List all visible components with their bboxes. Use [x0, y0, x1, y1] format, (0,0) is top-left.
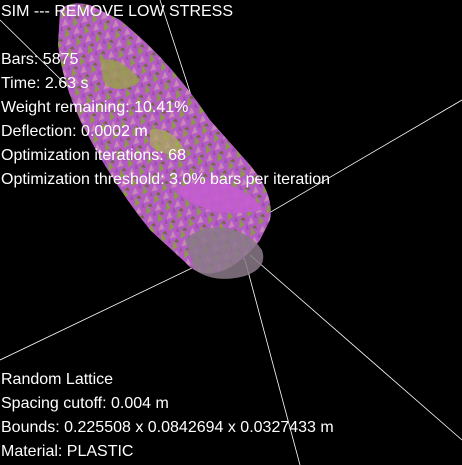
bounds: Bounds: 0.225508 x 0.0842694 x 0.0327433…	[1, 419, 334, 436]
weight-remaining: Weight remaining: 10.41%	[1, 99, 189, 116]
bars-count: Bars: 5875	[1, 51, 79, 68]
lattice-info-overlay: Random Lattice Spacing cutoff: 0.004 m B…	[1, 368, 334, 464]
optimization-iterations: Optimization iterations: 68	[1, 147, 186, 164]
sim-status-overlay: SIM --- REMOVE LOW STRESS Bars: 5875 Tim…	[1, 0, 330, 192]
sim-title: SIM --- REMOVE LOW STRESS	[1, 3, 234, 20]
deflection: Deflection: 0.0002 m	[1, 123, 148, 140]
spacer	[1, 24, 330, 48]
lattice-type: Random Lattice	[1, 371, 114, 388]
optimization-threshold: Optimization threshold: 3.0% bars per it…	[1, 171, 331, 188]
spacing-cutoff: Spacing cutoff: 0.004 m	[1, 395, 169, 412]
material: Material: PLASTIC	[1, 443, 134, 460]
sim-time: Time: 2.63 s	[1, 75, 89, 92]
lattice-mesh	[58, 3, 271, 279]
